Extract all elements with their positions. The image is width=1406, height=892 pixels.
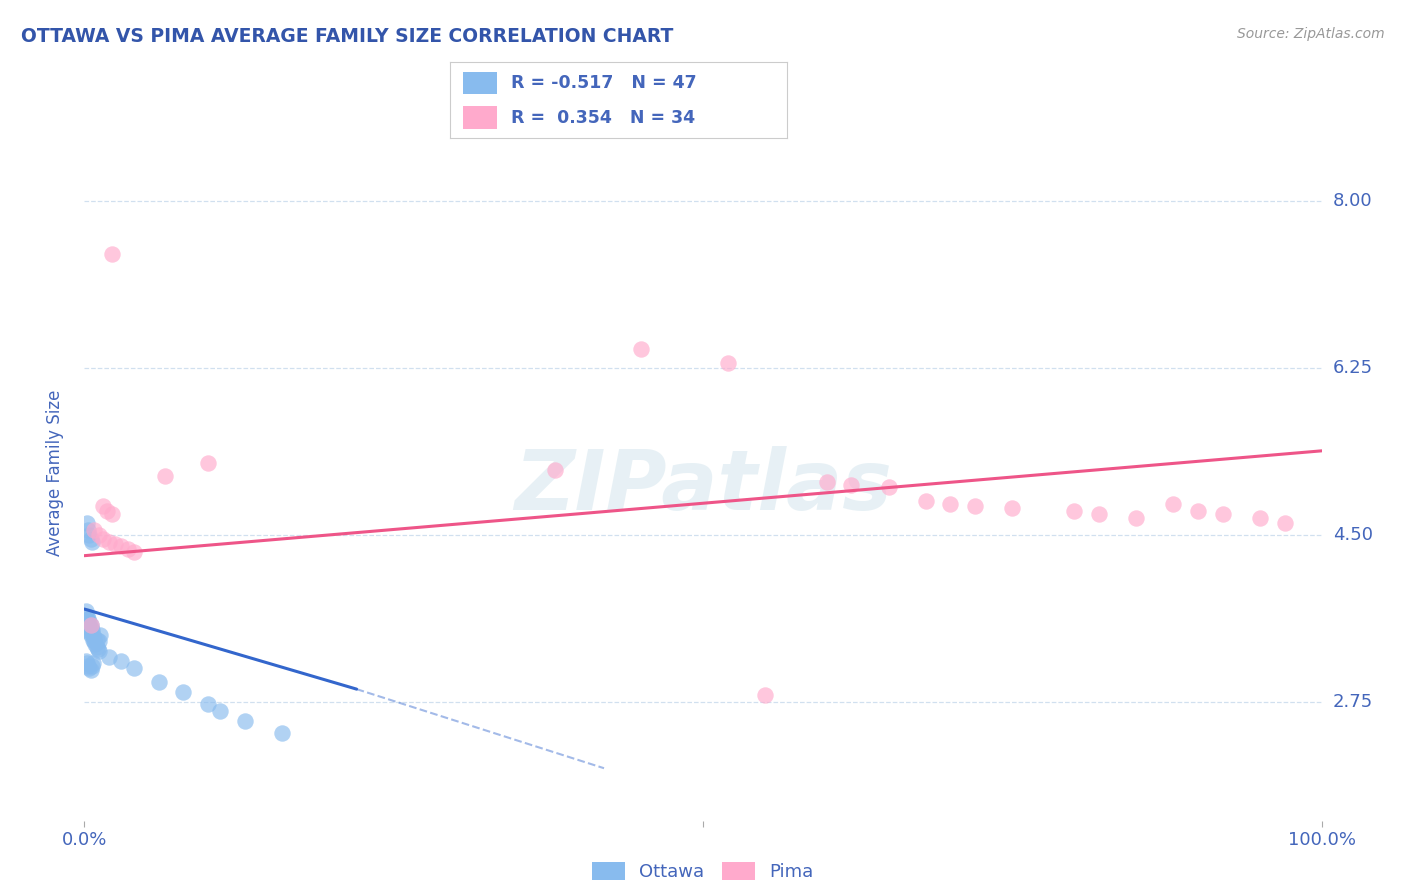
Point (76, 614, 98, 628)
Y-axis label: Average Family Size: Average Family Size (45, 390, 63, 556)
Point (77, 623, 100, 637)
Point (1088, 507, 1111, 521)
Point (543, 463, 565, 477)
Point (80, 623, 103, 637)
Point (76, 657, 98, 671)
Point (83, 523, 105, 537)
Point (877, 480, 900, 494)
Point (79, 663, 101, 677)
Point (754, 688, 776, 702)
Point (98, 535, 121, 549)
Point (83, 634, 105, 648)
Point (233, 714, 256, 728)
Point (79, 615, 101, 630)
Legend: Ottawa, Pima: Ottawa, Pima (585, 855, 821, 888)
Point (82, 628, 104, 642)
Text: OTTAWA VS PIMA AVERAGE FAMILY SIZE CORRELATION CHART: OTTAWA VS PIMA AVERAGE FAMILY SIZE CORRE… (21, 27, 673, 45)
Point (209, 704, 232, 718)
Point (80, 659, 103, 673)
Point (79, 661, 101, 675)
Text: 8.00: 8.00 (1333, 192, 1372, 211)
Point (1249, 510, 1271, 524)
Point (89, 634, 111, 648)
Point (76, 618, 98, 632)
Point (1001, 501, 1024, 516)
FancyBboxPatch shape (464, 71, 498, 95)
Point (197, 456, 219, 470)
Point (79, 621, 101, 635)
Point (717, 356, 740, 370)
Point (84, 637, 107, 651)
Point (110, 539, 132, 553)
Point (89, 628, 111, 642)
Point (75, 653, 97, 667)
Point (630, 342, 652, 356)
Point (100, 507, 122, 521)
Point (76, 608, 98, 623)
Point (89, 527, 111, 541)
Point (79, 618, 101, 632)
Point (77, 659, 100, 673)
Point (172, 685, 194, 699)
Point (148, 675, 170, 690)
Point (82, 632, 104, 647)
Point (1187, 504, 1209, 518)
Point (104, 537, 127, 551)
Point (100, 246, 122, 260)
Text: 6.25: 6.25 (1333, 359, 1372, 377)
Point (1161, 497, 1184, 511)
Point (117, 541, 139, 556)
Point (79, 621, 101, 635)
Point (122, 661, 145, 675)
Point (914, 494, 936, 508)
Text: Source: ZipAtlas.com: Source: ZipAtlas.com (1237, 27, 1385, 41)
Point (271, 726, 294, 740)
Point (86, 640, 108, 655)
Point (87, 642, 110, 657)
Point (83, 631, 105, 645)
Point (1274, 516, 1296, 531)
Point (77, 618, 100, 632)
Point (1125, 510, 1147, 524)
Point (197, 698, 219, 712)
Text: R = -0.517   N = 47: R = -0.517 N = 47 (510, 74, 696, 92)
Point (82, 657, 104, 671)
Point (89, 644, 111, 658)
Point (96, 504, 118, 518)
Text: 2.75: 2.75 (1333, 692, 1374, 711)
Point (965, 499, 987, 513)
Text: R =  0.354   N = 34: R = 0.354 N = 34 (510, 109, 695, 127)
Point (77, 523, 100, 537)
Point (86, 632, 108, 647)
Point (1063, 504, 1085, 518)
Point (153, 468, 176, 483)
Point (79, 618, 101, 632)
Point (75, 614, 97, 628)
Text: 4.50: 4.50 (1333, 525, 1372, 544)
Point (122, 545, 145, 559)
Point (79, 533, 101, 547)
Point (1212, 507, 1234, 521)
Point (79, 628, 101, 642)
Point (80, 535, 103, 549)
Point (79, 527, 101, 541)
Point (110, 653, 132, 667)
Point (98, 649, 121, 664)
Point (75, 604, 97, 618)
FancyBboxPatch shape (464, 106, 498, 129)
Point (939, 497, 962, 511)
Text: ZIPatlas: ZIPatlas (515, 446, 891, 527)
Point (91, 533, 114, 547)
Point (79, 624, 101, 639)
Point (815, 475, 838, 490)
Point (77, 611, 100, 625)
Point (76, 516, 98, 531)
Point (841, 478, 863, 492)
Point (91, 499, 114, 513)
